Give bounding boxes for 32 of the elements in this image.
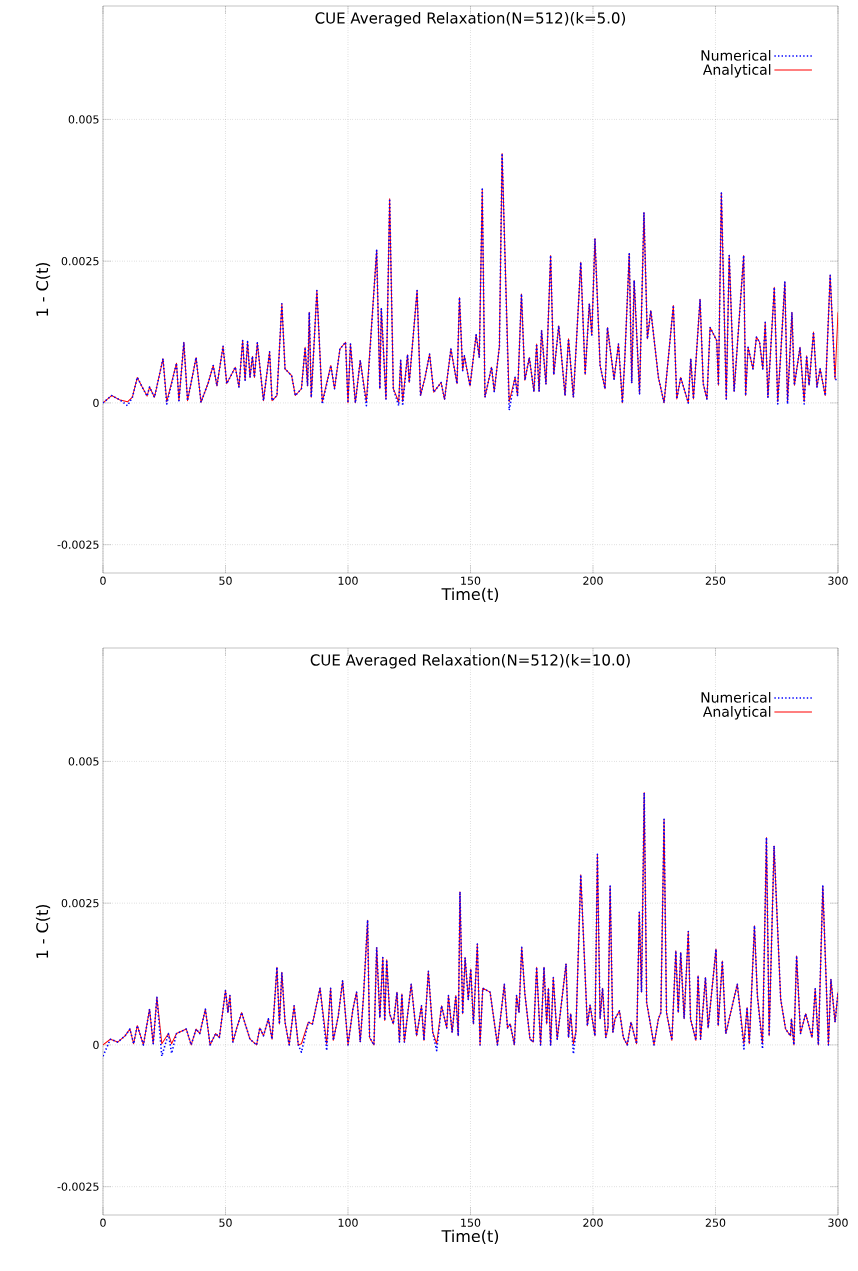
y-tick-label: 0.0025 — [61, 899, 99, 908]
y-tick-label: 0 — [93, 1040, 99, 1050]
chart-title: CUE Averaged Relaxation(N=512)(k=10.0) — [310, 654, 630, 669]
x-tick-label: 300 — [828, 576, 848, 585]
x-tick-label: 250 — [705, 576, 726, 585]
y-tick-label: 0 — [93, 398, 99, 408]
legend-label: Analytical — [702, 64, 771, 78]
legend-label: Numerical — [701, 49, 771, 61]
x-tick-label: 50 — [219, 576, 232, 585]
y-axis-title: 1 - C(t) — [35, 904, 51, 958]
y-axis-title: 1 - C(t) — [35, 262, 51, 316]
y-tick-label: -0.0025 — [57, 540, 99, 549]
y-tick-label: 0.0025 — [61, 257, 99, 266]
x-tick-label: 50 — [219, 1218, 232, 1227]
x-tick-label: 0 — [100, 576, 106, 585]
x-tick-label: 250 — [705, 1218, 726, 1227]
x-tick-label: 0 — [100, 1218, 106, 1227]
y-tick-label: 0.005 — [68, 115, 99, 124]
legend-label: Numerical — [701, 691, 771, 703]
x-tick-label: 100 — [338, 1218, 358, 1227]
legend-label: Analytical — [702, 706, 771, 720]
x-tick-label: 200 — [583, 1218, 603, 1227]
y-tick-label: 0.005 — [68, 757, 99, 766]
x-tick-label: 100 — [338, 576, 358, 585]
x-axis-title: Time(t) — [441, 587, 499, 602]
x-tick-label: 150 — [461, 1218, 481, 1227]
chart-title: CUE Averaged Relaxation(N=512)(k=5.0) — [315, 12, 626, 27]
x-tick-label: 300 — [828, 1218, 848, 1227]
x-tick-label: 200 — [583, 576, 603, 585]
x-axis-title: Time(t) — [441, 1229, 499, 1244]
x-tick-label: 150 — [461, 576, 481, 585]
y-tick-label: -0.0025 — [57, 1182, 99, 1191]
